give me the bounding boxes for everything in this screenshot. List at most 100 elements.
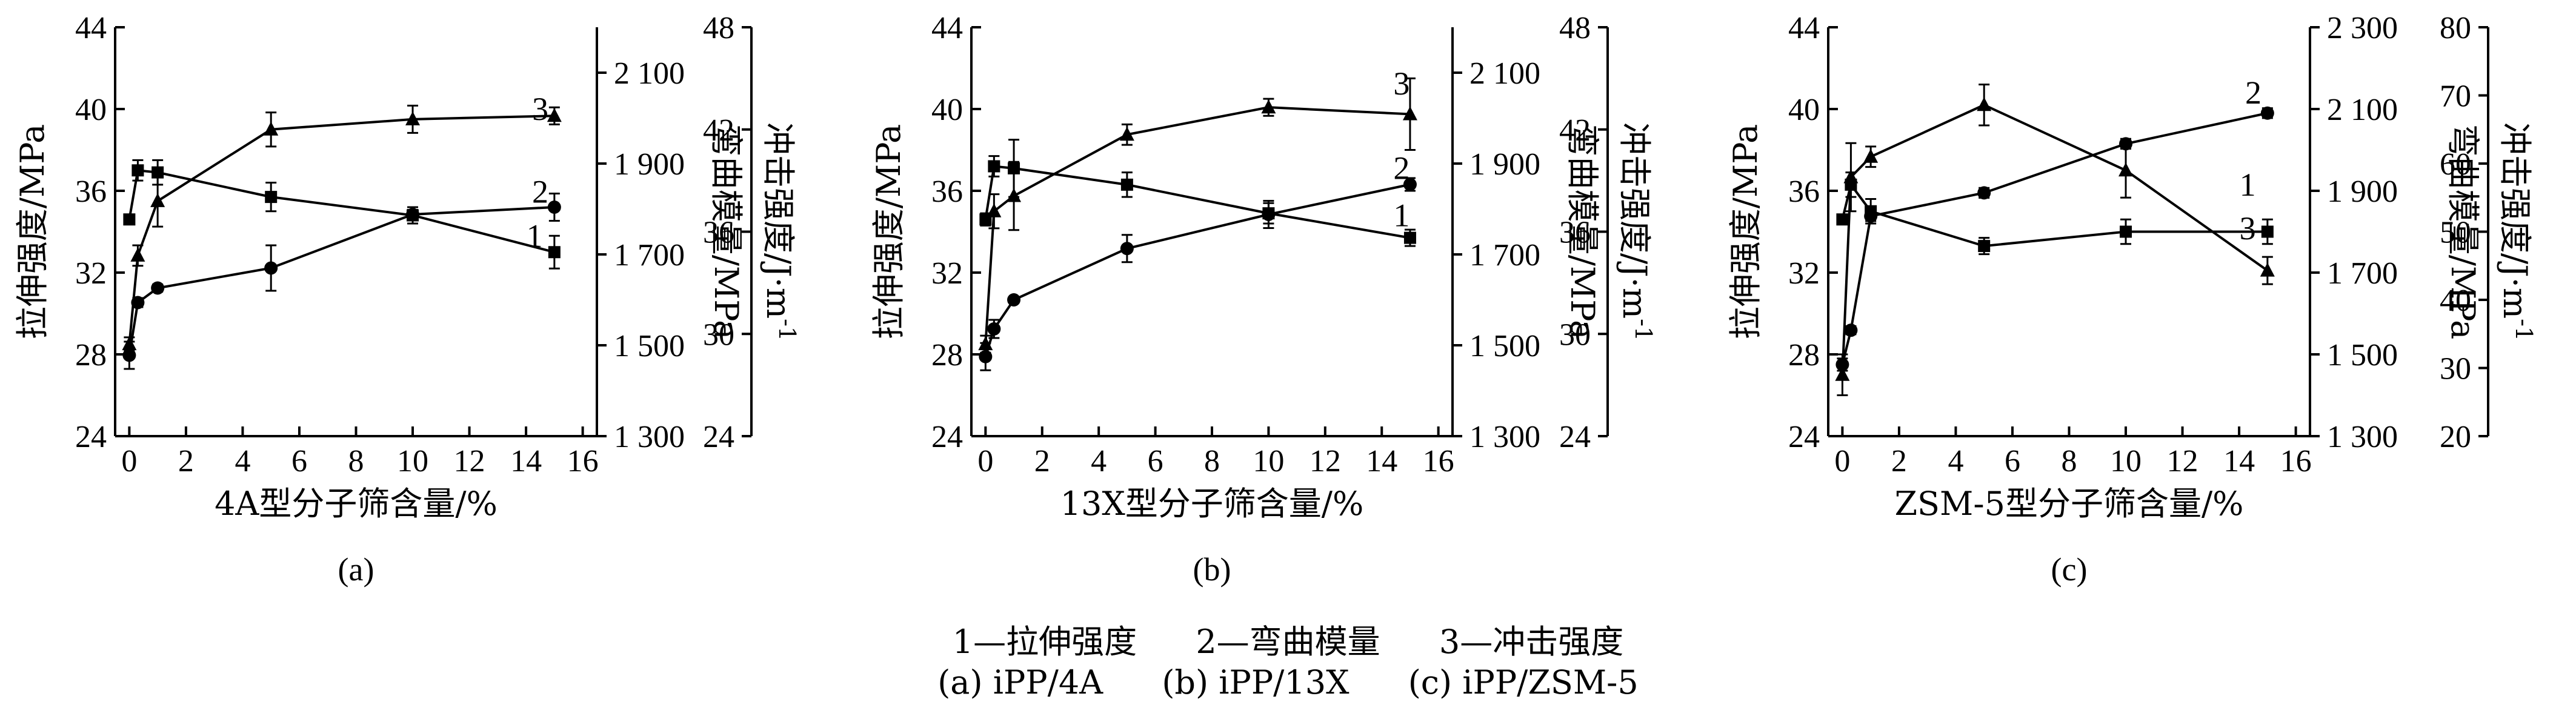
data-point-triangle — [987, 203, 1002, 217]
series-label: 3 — [1393, 65, 1409, 102]
y-right2-tick-label: 70 — [2440, 79, 2471, 114]
x-tick-label: 12 — [2167, 444, 2198, 479]
y-right2-axis-label-text: 冲击强度/J·m — [1616, 122, 1654, 319]
series-line — [128, 114, 554, 345]
y-right2-tick-label: 80 — [2440, 11, 2471, 45]
y-right1-tick-label: 2 100 — [1469, 56, 1540, 91]
x-tick-label: 2 — [1891, 444, 1907, 479]
y-right2-axis-label: 冲击强度/J·m-1 — [2496, 122, 2537, 341]
series-label: 1 — [2240, 167, 2256, 203]
data-point-square — [2120, 225, 2132, 238]
data-point-square — [131, 164, 144, 177]
caption-panel-item: (b) iPP/13X — [1162, 663, 1350, 701]
x-tick-label: 2 — [178, 444, 194, 479]
data-point-circle — [1977, 186, 1991, 200]
data-point-square — [1403, 231, 1416, 244]
y-right1-tick-label: 2 100 — [2327, 93, 2398, 127]
data-point-triangle — [547, 108, 562, 122]
x-tick-label: 0 — [977, 444, 993, 479]
y-right2-tick-label: 30 — [703, 317, 734, 352]
data-point-square — [123, 213, 136, 226]
x-tick-label: 4 — [235, 444, 250, 479]
series-line — [1841, 182, 2268, 248]
data-point-triangle — [1261, 99, 1276, 114]
y-right1-tick-label: 2 300 — [2327, 11, 2398, 45]
y-right2-tick-label: 24 — [703, 420, 734, 454]
x-tick-label: 0 — [1834, 444, 1850, 479]
series-line — [984, 183, 1411, 357]
x-tick-label: 14 — [1366, 444, 1397, 479]
x-axis-label: 13X型分子筛含量/% — [1060, 485, 1364, 523]
data-point-circle — [547, 201, 561, 214]
y-left-axis-label: 拉伸强度/MPa — [1726, 124, 1765, 340]
panel-label: (b) — [1193, 551, 1231, 588]
x-tick-label: 2 — [1034, 444, 1050, 479]
data-point-square — [548, 246, 561, 259]
x-tick-label: 12 — [1310, 444, 1341, 479]
series-label: 3 — [2240, 210, 2256, 247]
series-label: 2 — [1393, 150, 1409, 187]
x-tick-label: 16 — [567, 444, 599, 479]
y-left-tick-label: 36 — [1788, 174, 1820, 209]
x-tick-label: 10 — [397, 444, 428, 479]
y-right1-tick-label: 1 500 — [1469, 329, 1540, 363]
data-point-square — [1978, 240, 1991, 253]
x-tick-label: 10 — [1253, 444, 1284, 479]
y-right2-tick-label: 42 — [703, 113, 734, 148]
y-right1-axis-label: 弯曲模量/MPa — [1563, 124, 1602, 340]
y-right1-tick-label: 1 300 — [2327, 420, 2398, 454]
y-left-tick-label: 32 — [931, 256, 963, 291]
x-tick-label: 16 — [2280, 444, 2312, 479]
y-right2-tick-label: 30 — [1559, 317, 1591, 352]
y-right2-tick-label: 36 — [1559, 216, 1591, 250]
y-right2-tick-label: 24 — [1559, 420, 1591, 454]
y-right2-tick-label: 48 — [703, 11, 734, 45]
y-right1-tick-label: 1 900 — [1469, 147, 1540, 182]
y-right1-tick-label: 1 300 — [1469, 420, 1540, 454]
x-tick-label: 14 — [510, 444, 542, 479]
data-point-triangle — [150, 193, 165, 207]
y-right2-tick-label: 40 — [2440, 283, 2471, 318]
data-point-triangle — [1863, 148, 1879, 163]
caption-panel-item: (c) iPP/ZSM-5 — [1408, 663, 1639, 701]
y-right2-axis-label: 冲击强度/J·m-1 — [759, 122, 800, 341]
y-left-tick-label: 24 — [75, 420, 107, 454]
y-right1-tick-label: 1 700 — [614, 238, 685, 273]
y-left-tick-label: 44 — [931, 11, 963, 45]
y-right1-tick-label: 1 900 — [614, 147, 685, 182]
x-tick-label: 0 — [121, 444, 137, 479]
series-label: 2 — [2245, 75, 2261, 111]
data-point-circle — [987, 322, 1001, 336]
y-right2-axis-label-text: 冲击强度/J·m — [759, 122, 797, 319]
x-tick-label: 12 — [454, 444, 485, 479]
x-tick-label: 10 — [2110, 444, 2142, 479]
caption-legend: 1—拉伸强度 2—弯曲模量 3—冲击强度 — [0, 615, 2576, 663]
y-right2-tick-label: 60 — [2440, 147, 2471, 182]
caption-legend-item: 1—拉伸强度 — [952, 623, 1137, 661]
x-tick-label: 8 — [348, 444, 364, 479]
y-right1-tick-label: 1 300 — [614, 420, 685, 454]
data-point-square — [1836, 213, 1849, 226]
data-point-circle — [1864, 209, 1878, 223]
x-tick-label: 8 — [1204, 444, 1220, 479]
data-point-triangle — [1843, 169, 1859, 184]
y-right2-tick-label: 50 — [2440, 216, 2471, 250]
x-tick-label: 4 — [1091, 444, 1107, 479]
data-point-triangle — [1007, 188, 1022, 202]
y-left-tick-label: 28 — [931, 338, 963, 373]
panel-label: (a) — [338, 551, 374, 588]
y-left-tick-label: 36 — [75, 174, 107, 209]
y-right1-tick-label: 1 900 — [2327, 174, 2398, 209]
data-point-triangle — [264, 121, 279, 136]
series-label: 2 — [532, 174, 548, 210]
x-tick-label: 16 — [1423, 444, 1454, 479]
data-point-circle — [151, 281, 165, 295]
data-point-triangle — [130, 247, 145, 262]
data-point-triangle — [1402, 106, 1417, 121]
caption-legend-item: 2—弯曲模量 — [1196, 623, 1380, 661]
y-right1-tick-label: 1 500 — [2327, 338, 2398, 373]
x-tick-label: 4 — [1948, 444, 1963, 479]
y-left-tick-label: 40 — [931, 93, 963, 127]
